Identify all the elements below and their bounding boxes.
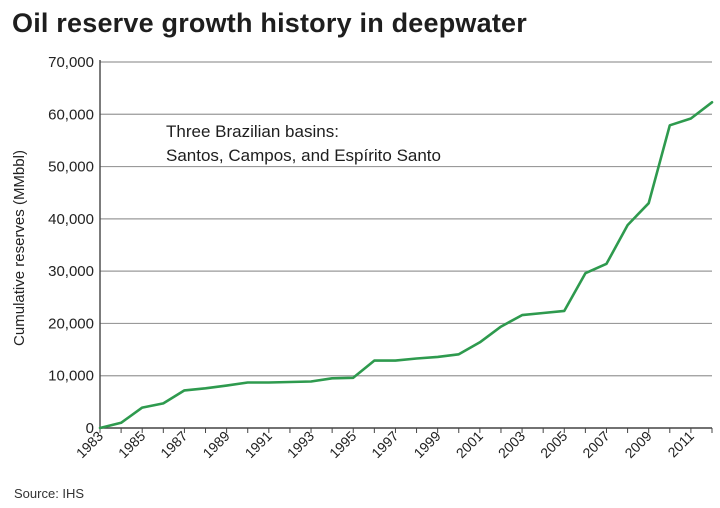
axes [99,60,713,433]
x-tick-label: 1991 [242,428,275,461]
x-tick-label: 1997 [368,428,401,461]
source-note: Source: IHS [14,486,85,501]
y-tick-label: 10,000 [48,368,94,385]
annotation-line-2: Santos, Campos, and Espírito Santo [166,146,441,165]
x-tick-labels: 1983 1985 1987 1989 1991 1993 1995 1997 1999 2001… [73,428,697,461]
y-tick-label: 30,000 [48,263,94,280]
y-tick-label: 70,000 [48,54,94,71]
y-axis-label: Cumulative reserves (MMbbl) [11,150,28,346]
x-tick-label: 2001 [453,428,486,461]
x-tick-label: 1999 [410,428,443,461]
x-tick-label: 1989 [199,428,232,461]
x-tick-label: 1993 [284,428,317,461]
y-tick-labels: 0 10,000 20,000 30,000 40,000 50,000 60,000 70,… [48,54,94,437]
x-tick-label: 2005 [537,428,570,461]
x-tick-label: 1987 [157,428,190,461]
x-tick-label: 1983 [73,428,106,461]
series-reserves [98,101,714,430]
y-tick-label: 40,000 [48,211,94,228]
grid-lines [100,61,712,377]
chart-title: Oil reserve growth history in deepwater [12,8,527,38]
x-tick-label: 2003 [495,428,528,461]
series-line [98,101,714,430]
x-tick-label: 1995 [326,428,359,461]
y-tick-label: 60,000 [48,106,94,123]
x-tick-label: 2009 [621,428,654,461]
annotation-line-1: Three Brazilian basins: [166,122,339,141]
y-tick-label: 0 [86,420,94,437]
y-tick-label: 50,000 [48,159,94,176]
y-tick-label: 20,000 [48,315,94,332]
x-tick-label: 1985 [115,428,148,461]
x-tick-label: 2007 [579,428,612,461]
